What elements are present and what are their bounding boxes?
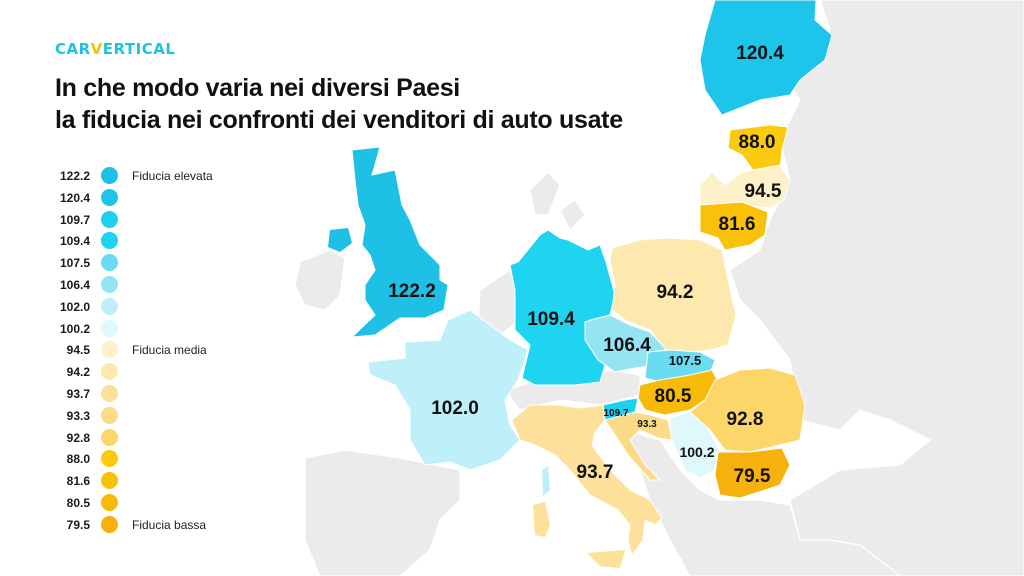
country-germany[interactable]: [509, 229, 616, 386]
title-line-1: In che modo varia nei diversi Paesi: [55, 74, 460, 102]
country-lithuania[interactable]: [699, 201, 769, 251]
label-poland: 94.2: [657, 282, 694, 303]
label-czechia: 106.4: [603, 335, 651, 356]
carvertical-logo: CARVERTICAL: [55, 40, 176, 58]
legend-item: 107.5: [50, 253, 270, 275]
country-northern-ireland[interactable]: [328, 228, 352, 252]
legend-color-dot-icon: [101, 384, 118, 402]
legend-color-dot-icon: [101, 428, 118, 446]
country-sardinia[interactable]: [533, 502, 550, 537]
legend-color-dot-icon: [101, 210, 118, 228]
legend-label: Fiducia elevata: [132, 169, 213, 183]
legend-color-dot-icon: [101, 341, 118, 359]
legend-item: 92.8: [50, 428, 270, 450]
legend-item: 106.4: [50, 275, 270, 297]
legend-color-dot-icon: [101, 406, 118, 424]
legend-value: 94.5: [66, 343, 90, 358]
country-croatia[interactable]: [604, 411, 673, 481]
country-corsica[interactable]: [542, 466, 550, 496]
legend-value: 80.5: [66, 495, 90, 510]
legend-color-dot-icon: [101, 515, 118, 533]
legend-color-dot-icon: [101, 363, 118, 381]
legend-value: 88.0: [66, 452, 90, 467]
legend-value: 100.2: [59, 321, 90, 336]
country-italy[interactable]: [511, 404, 663, 557]
legend-value: 106.4: [59, 277, 90, 292]
country-serbia[interactable]: [669, 411, 719, 479]
legend-color-dot-icon: [101, 232, 118, 250]
legend: 122.2 Fiducia elevata 120.4 109.7 109.4 107.5…: [50, 166, 270, 537]
background-land: [294, 0, 1024, 576]
legend-value: 81.6: [66, 474, 90, 489]
country-finland[interactable]: [699, 0, 833, 116]
legend-label: Fiducia bassa: [132, 517, 207, 532]
legend-value: 107.5: [59, 256, 90, 271]
legend-item: 100.2: [50, 319, 270, 341]
label-germany: 109.4: [527, 309, 575, 330]
legend-value: 102.0: [59, 299, 90, 314]
label-croatia: 93.3: [637, 419, 657, 430]
legend-value: 120.4: [59, 190, 90, 205]
legend-color-dot-icon: [101, 254, 118, 272]
legend-value: 122.2: [59, 169, 90, 183]
legend-value: 93.3: [66, 408, 90, 423]
title-line-2: la fiducia nei confronti dei venditori d…: [55, 106, 623, 134]
label-serbia: 100.2: [679, 444, 714, 460]
legend-item: 93.3: [50, 406, 270, 428]
legend-item: 94.5 Fiducia media: [50, 340, 270, 362]
label-slovakia: 107.5: [669, 353, 702, 368]
legend-item: 120.4: [50, 188, 270, 210]
legend-value: 94.2: [66, 365, 90, 380]
legend-label: Fiducia media: [132, 343, 207, 358]
legend-item: 94.2: [50, 362, 270, 384]
legend-item: 81.6: [50, 471, 270, 493]
label-romania: 92.8: [727, 409, 764, 430]
legend-color-dot-icon: [101, 493, 118, 511]
legend-color-dot-icon: [101, 297, 118, 315]
legend-color-dot-icon: [101, 472, 118, 490]
legend-item: 88.0: [50, 449, 270, 471]
legend-item: 93.7: [50, 384, 270, 406]
legend-item: 80.5: [50, 493, 270, 515]
legend-color-dot-icon: [101, 275, 118, 293]
legend-color-dot-icon: [101, 319, 118, 337]
country-poland[interactable]: [609, 237, 737, 353]
legend-value: 109.7: [59, 212, 90, 227]
country-france[interactable]: [367, 309, 529, 471]
legend-color-dot-icon: [101, 188, 118, 206]
legend-value: 92.8: [66, 430, 90, 445]
label-slovenia: 109.7: [603, 408, 628, 419]
legend-item: 109.4: [50, 231, 270, 253]
country-bulgaria[interactable]: [714, 447, 791, 499]
legend-item: 122.2 Fiducia elevata: [50, 166, 270, 188]
legend-color-dot-icon: [101, 450, 118, 468]
label-latvia: 94.5: [745, 181, 782, 202]
label-italy: 93.7: [577, 462, 614, 483]
country-uk[interactable]: [350, 146, 449, 338]
label-lithuania: 81.6: [719, 214, 756, 235]
legend-value: 109.4: [59, 234, 90, 249]
label-france: 102.0: [431, 398, 479, 419]
label-uk: 122.2: [388, 281, 436, 302]
label-bulgaria: 79.5: [734, 466, 771, 487]
country-sicily[interactable]: [587, 550, 625, 568]
label-finland: 120.4: [736, 43, 784, 64]
legend-color-dot-icon: [101, 167, 118, 184]
legend-item: 79.5 Fiducia bassa: [50, 515, 270, 537]
label-hungary: 80.5: [655, 386, 692, 407]
page-title: In che modo varia nei diversi Paesi la f…: [55, 72, 623, 136]
legend-value: 93.7: [66, 386, 90, 401]
legend-item: 109.7: [50, 210, 270, 232]
legend-item: 102.0: [50, 297, 270, 319]
legend-value: 79.5: [66, 517, 90, 532]
value-labels: 122.2 120.4 88.0 94.5 81.6 109.4 94.2 10…: [388, 43, 784, 487]
label-estonia: 88.0: [739, 132, 776, 153]
